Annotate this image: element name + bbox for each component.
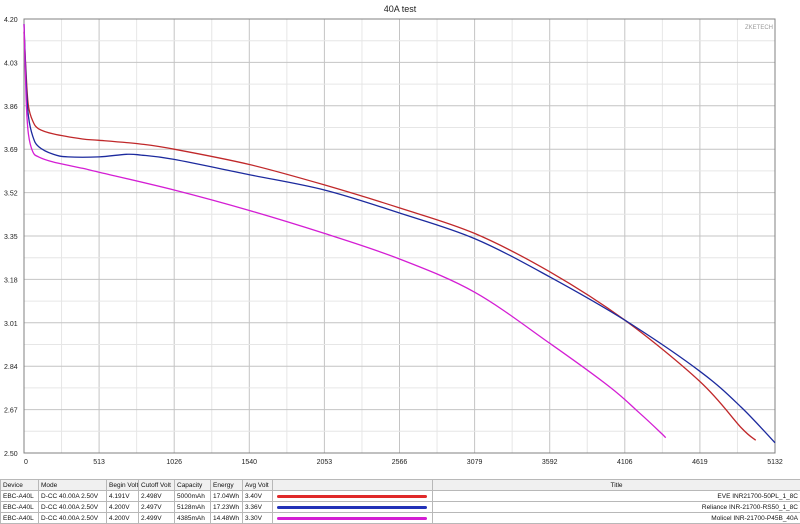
header-color: [273, 480, 433, 491]
header-cutoff-volt: Cutoff Volt: [139, 480, 175, 491]
header-capacity: Capacity: [175, 480, 211, 491]
x-tick-label: 4619: [692, 459, 708, 466]
cell-device: EBC-A40L: [1, 491, 39, 502]
y-tick-label: 3.69: [4, 147, 18, 154]
table-row[interactable]: EBC-A40L D-CC 40.00A 2.50V 4.191V 2.498V…: [1, 491, 800, 502]
x-tick-label: 0: [24, 459, 28, 466]
test-summary-table: Device Mode Begin Volt Cutoff Volt Capac…: [0, 479, 800, 524]
cell-capacity: 5000mAh: [175, 491, 211, 502]
table-header-row: Device Mode Begin Volt Cutoff Volt Capac…: [1, 480, 800, 491]
cell-energy: 17.04Wh: [211, 491, 243, 502]
header-begin-volt: Begin Volt: [107, 480, 139, 491]
cell-mode: D-CC 40.00A 2.50V: [39, 502, 107, 513]
header-mode: Mode: [39, 480, 107, 491]
x-tick-label: 5132: [767, 459, 783, 466]
cell-avg-volt: 3.36V: [243, 502, 273, 513]
cell-begin-volt: 4.200V: [107, 502, 139, 513]
cell-color: [273, 502, 433, 513]
table-row[interactable]: EBC-A40L D-CC 40.00A 2.50V 4.200V 2.499V…: [1, 513, 800, 524]
x-tick-label: 1540: [242, 459, 258, 466]
header-title: Title: [433, 480, 800, 491]
y-tick-label: 3.01: [4, 321, 18, 328]
x-tick-label: 4106: [617, 459, 633, 466]
x-tick-label: 1026: [166, 459, 182, 466]
x-tick-label: 2566: [392, 459, 408, 466]
cell-cutoff-volt: 2.497V: [139, 502, 175, 513]
header-energy: Energy: [211, 480, 243, 491]
series-color-swatch: [277, 495, 427, 498]
cell-begin-volt: 4.200V: [107, 513, 139, 524]
cell-avg-volt: 3.40V: [243, 491, 273, 502]
cell-capacity: 5128mAh: [175, 502, 211, 513]
cell-device: EBC-A40L: [1, 513, 39, 524]
cell-title: Molicel INR-21700-P45B_40A: [433, 513, 800, 524]
cell-energy: 17.23Wh: [211, 502, 243, 513]
cell-title: EVE INR21700-50PL_1_8C: [433, 491, 800, 502]
cell-cutoff-volt: 2.498V: [139, 491, 175, 502]
table-row[interactable]: EBC-A40L D-CC 40.00A 2.50V 4.200V 2.497V…: [1, 502, 800, 513]
x-tick-label: 513: [93, 459, 105, 466]
chart-title: 40A test: [384, 4, 417, 14]
y-tick-label: 2.50: [4, 451, 18, 458]
cell-begin-volt: 4.191V: [107, 491, 139, 502]
x-tick-label: 3079: [467, 459, 483, 466]
cell-avg-volt: 3.30V: [243, 513, 273, 524]
cell-mode: D-CC 40.00A 2.50V: [39, 491, 107, 502]
cell-capacity: 4385mAh: [175, 513, 211, 524]
y-tick-label: 4.03: [4, 60, 18, 67]
cell-title: Reliance INR-21700-RS50_1_8C: [433, 502, 800, 513]
y-tick-label: 3.86: [4, 104, 18, 111]
grid-layer: [24, 19, 775, 453]
y-tick-label: 3.35: [4, 234, 18, 241]
header-avg-volt: Avg Volt: [243, 480, 273, 491]
cell-device: EBC-A40L: [1, 502, 39, 513]
y-tick-label: 3.52: [4, 191, 18, 198]
y-tick-label: 3.18: [4, 277, 18, 284]
cell-cutoff-volt: 2.499V: [139, 513, 175, 524]
y-tick-label: 2.67: [4, 408, 18, 415]
header-device: Device: [1, 480, 39, 491]
discharge-chart: 40A test ZKETECH 0 513 1026 1540 2053 2566 307…: [0, 0, 800, 478]
y-tick-label: 2.84: [4, 364, 18, 371]
x-tick-label: 2053: [317, 459, 333, 466]
cell-energy: 14.48Wh: [211, 513, 243, 524]
cell-color: [273, 491, 433, 502]
cell-mode: D-CC 40.00A 2.50V: [39, 513, 107, 524]
cell-color: [273, 513, 433, 524]
x-tick-label: 3592: [542, 459, 558, 466]
series-color-swatch: [277, 506, 427, 509]
watermark-text: ZKETECH: [745, 25, 773, 31]
y-tick-label: 4.20: [4, 17, 18, 24]
